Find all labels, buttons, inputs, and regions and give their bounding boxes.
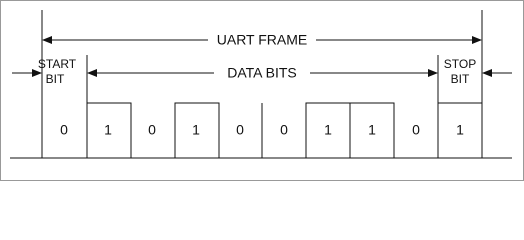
bit-value: 1 (324, 122, 332, 138)
waveform (86, 102, 483, 158)
start-label: BIT (46, 72, 65, 86)
bit-value: 0 (148, 122, 156, 138)
frame-label: UART FRAME (217, 32, 308, 48)
bit-value: 1 (104, 122, 112, 138)
bit-value: 0 (280, 122, 288, 138)
stop-label: STOP (444, 57, 476, 71)
bit-value: 0 (236, 122, 244, 138)
data-label: DATA BITS (227, 65, 297, 81)
bit-value: 0 (60, 122, 68, 138)
uart-diagram: UART FRAME DATA BITS START BIT STOP BIT … (0, 0, 524, 181)
bit-value: 1 (456, 122, 464, 138)
start-label: START (38, 57, 77, 71)
bit-value: 1 (192, 122, 200, 138)
stop-label: BIT (451, 72, 470, 86)
bit-value: 1 (368, 122, 376, 138)
bit-value: 0 (412, 122, 420, 138)
